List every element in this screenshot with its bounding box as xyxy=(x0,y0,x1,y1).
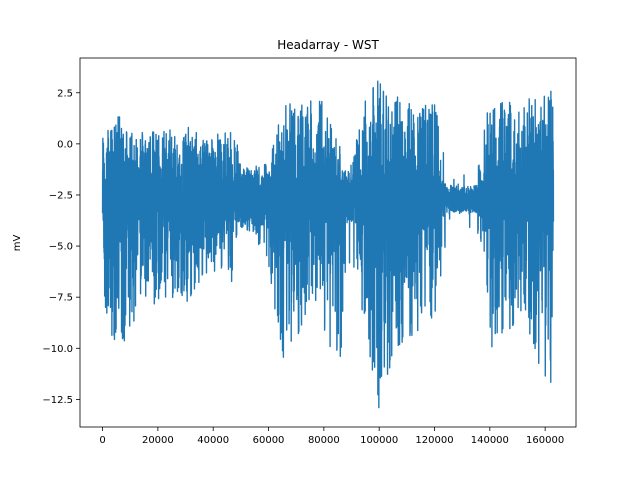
chart-title: Headarray - WST xyxy=(277,38,379,52)
y-tick-label: −5.0 xyxy=(49,242,73,253)
x-tick-label: 20000 xyxy=(142,435,174,446)
y-tick-label: −10.0 xyxy=(42,344,73,355)
x-tick-label: 160000 xyxy=(526,435,564,446)
x-tick-label: 140000 xyxy=(471,435,509,446)
x-tick-label: 40000 xyxy=(197,435,229,446)
x-tick-label: 0 xyxy=(99,435,105,446)
y-axis-label: mV xyxy=(12,235,23,252)
series-line xyxy=(101,80,555,409)
y-tick-label: −12.5 xyxy=(42,395,73,406)
x-tick-label: 60000 xyxy=(253,435,285,446)
y-tick-label: −2.5 xyxy=(49,190,73,201)
axes-frame xyxy=(79,57,577,428)
x-tick-label: 100000 xyxy=(360,435,398,446)
y-tick-label: 2.5 xyxy=(57,88,73,99)
series-layer xyxy=(101,80,555,409)
y-axis: 2.5 0.0 −2.5 −5.0 −7.5 −10.0 −12.5 xyxy=(42,88,80,406)
x-axis: 0 20000 40000 60000 80000 100000 120000 140000 1… xyxy=(99,427,564,446)
x-tick-label: 80000 xyxy=(308,435,340,446)
plot-area xyxy=(79,57,577,428)
y-tick-label: 0.0 xyxy=(57,139,73,150)
y-tick-label: −7.5 xyxy=(49,293,73,304)
x-tick-label: 120000 xyxy=(415,435,453,446)
